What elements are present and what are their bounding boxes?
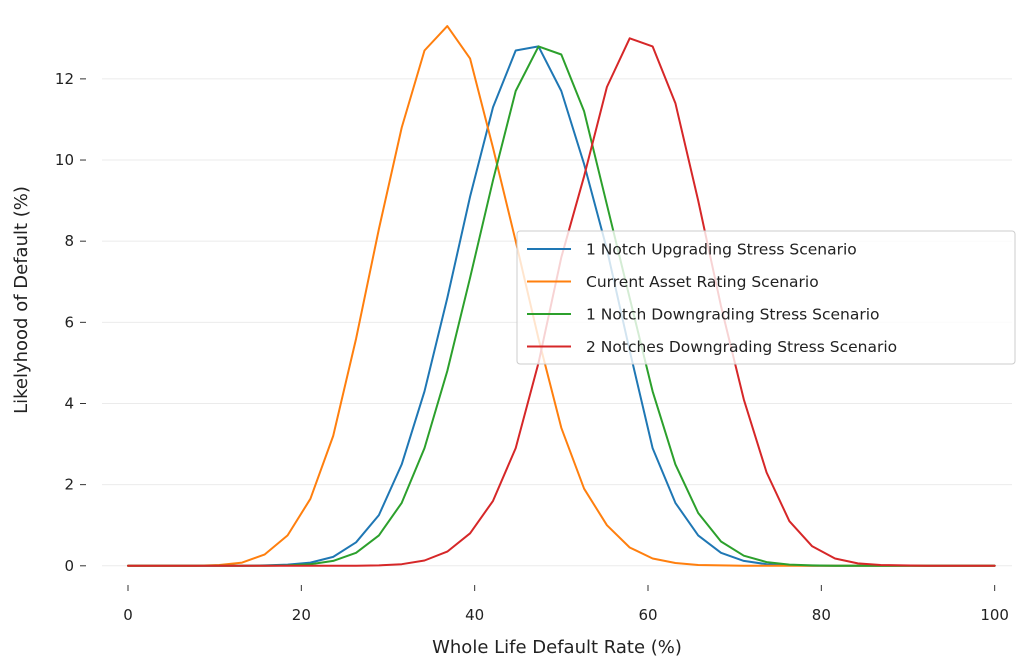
legend-label: 2 Notches Downgrading Stress Scenario xyxy=(586,338,897,356)
y-tick-label: 8 xyxy=(64,232,74,250)
y-tick-label: 10 xyxy=(55,151,74,169)
x-axis-title: Whole Life Default Rate (%) xyxy=(432,637,682,657)
legend-frame xyxy=(516,230,1016,365)
y-tick-label: 0 xyxy=(64,557,74,575)
y-tick-label: 2 xyxy=(64,476,74,494)
legend-label: Current Asset Rating Scenario xyxy=(586,273,819,291)
y-tick-label: 6 xyxy=(64,313,74,331)
y-tick-label: 12 xyxy=(55,70,74,88)
legend-label: 1 Notch Downgrading Stress Scenario xyxy=(586,306,880,324)
x-tick-label: 60 xyxy=(638,606,657,624)
x-tick-label: 100 xyxy=(980,606,1009,624)
x-axis: 0 20 40 60 80 100 xyxy=(123,585,1009,624)
x-tick-label: 80 xyxy=(812,606,831,624)
x-tick-label: 20 xyxy=(292,606,311,624)
legend: 1 Notch Upgrading Stress Scenario Current… xyxy=(516,230,1016,365)
y-axis: 0 2 4 6 8 10 12 xyxy=(55,70,86,575)
legend-label: 1 Notch Upgrading Stress Scenario xyxy=(586,241,857,259)
y-axis-title: Likelyhood of Default (%) xyxy=(11,186,32,414)
legend-items: 1 Notch Upgrading Stress Scenario Current… xyxy=(527,241,897,356)
x-tick-label: 40 xyxy=(465,606,484,624)
y-tick-label: 4 xyxy=(64,394,74,412)
x-tick-label: 0 xyxy=(123,606,133,624)
